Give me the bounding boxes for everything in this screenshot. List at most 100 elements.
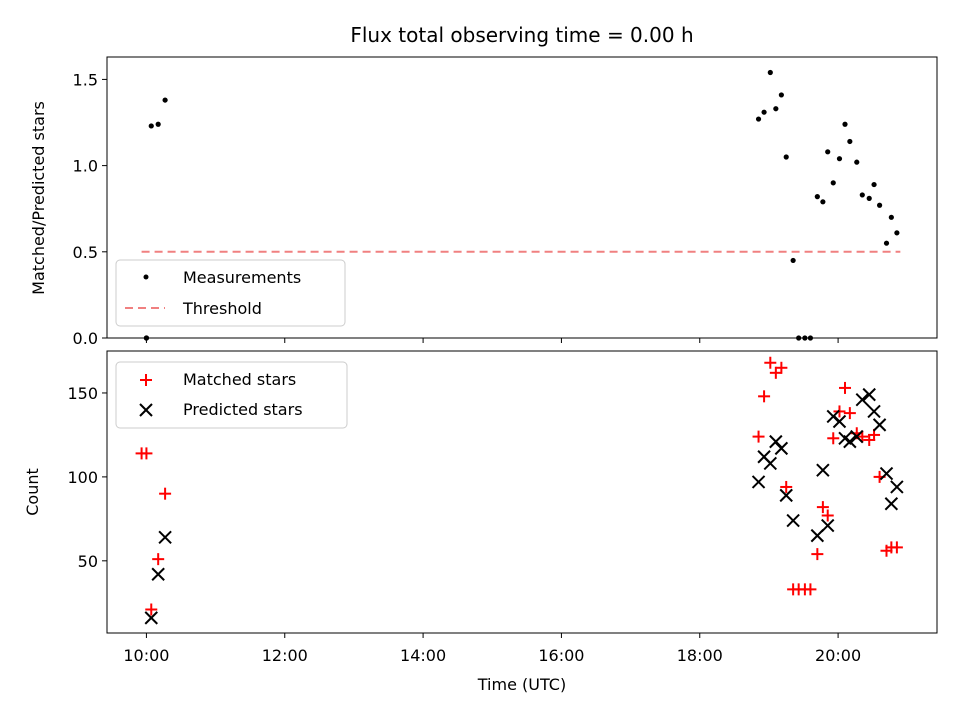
bottom-y-axis-label: Count: [23, 468, 42, 516]
matched-star-point: [843, 407, 856, 420]
predicted-star-point: [832, 414, 847, 429]
predicted-cross-b: [890, 480, 904, 494]
matched-star-point: [775, 361, 788, 374]
predicted-star-point: [763, 456, 778, 471]
bottom-x-ticks: 10:00 12:00 14:00 16:00 18:00 20:00: [123, 633, 861, 665]
measurement-point: [836, 156, 843, 162]
predicted-star-point: [810, 528, 825, 543]
measurement-point: [767, 69, 773, 76]
matched-star-point: [839, 381, 852, 394]
predicted-cross-b: [751, 475, 766, 489]
predicted-star-point: [867, 404, 881, 419]
legend-predicted-marker: [139, 403, 153, 417]
measurement-point: [894, 230, 900, 236]
top-legend-box: [115, 259, 346, 327]
measurement-point: [155, 121, 161, 127]
predicted-star-point: [144, 611, 158, 625]
predicted-cross-b: [144, 611, 158, 625]
top-y-tick-label: 1.5: [73, 70, 98, 89]
legend-measurements-label: Measurements: [183, 268, 301, 287]
bottom-x-tick-label: 18:00: [677, 646, 723, 665]
measurement-point: [783, 154, 789, 160]
measurement-point: [866, 195, 872, 201]
predicted-cross-b: [838, 431, 852, 445]
predicted-cross-b: [757, 450, 771, 464]
matched-star-point: [145, 603, 158, 616]
predicted-cross-b: [821, 518, 835, 533]
predicted-star-point: [884, 497, 899, 511]
top-y-tick-label: 0.0: [73, 329, 98, 348]
measurement-point: [778, 92, 784, 98]
chart-title: Flux total observing time = 0.00 h: [350, 23, 693, 47]
predicted-star-point: [872, 418, 887, 432]
predicted-star-point: [158, 530, 172, 545]
bottom-y-tick-label: 50: [78, 552, 98, 571]
matched-star-point: [769, 366, 782, 379]
bottom-x-tick-label: 20:00: [815, 646, 861, 665]
bottom-y-tick-label: 100: [67, 468, 98, 487]
top-legend: Measurements Threshold: [115, 259, 346, 327]
measurement-point: [888, 214, 894, 220]
measurement-point: [761, 109, 767, 115]
bottom-plot-marks: [135, 356, 904, 625]
measurement-point: [883, 240, 890, 246]
measurement-point: [825, 149, 831, 155]
bottom-y-tick-label: 150: [67, 384, 98, 403]
matched-star-point: [159, 487, 172, 500]
matched-star-point: [752, 430, 765, 443]
measurement-point: [871, 181, 877, 188]
predicted-cross-b: [884, 497, 899, 511]
bottom-x-tick-label: 16:00: [538, 646, 584, 665]
measurement-point: [842, 121, 848, 127]
predicted-star-point: [890, 480, 904, 494]
bottom-legend: Matched stars Predicted stars: [115, 361, 348, 429]
predicted-cross-b: [850, 429, 864, 444]
predicted-cross-b: [862, 387, 876, 402]
predicted-star-point: [843, 434, 857, 449]
top-plot-marks: [141, 69, 901, 341]
matched-star-point: [821, 509, 834, 522]
measurement-point: [814, 194, 820, 200]
predicted-cross-b: [810, 528, 825, 543]
matched-star-point: [827, 432, 840, 445]
matched-star-point: [804, 583, 817, 596]
bottom-legend-box: [115, 361, 348, 429]
legend-threshold-label: Threshold: [182, 299, 262, 318]
x-axis-label: Time (UTC): [477, 675, 566, 694]
top-y-ticks: 0.0 0.5 1.0 1.5: [73, 70, 107, 348]
predicted-star-point: [779, 488, 793, 503]
predicted-cross-b: [855, 392, 870, 407]
bottom-axes-frame: [106, 350, 938, 634]
predicted-cross-b: [832, 414, 847, 429]
predicted-star-point: [786, 513, 800, 528]
predicted-star-point: [855, 392, 870, 407]
matched-star-point: [152, 553, 165, 566]
matched-star-point: [140, 447, 153, 460]
matched-star-point: [811, 548, 824, 561]
predicted-star-point: [816, 463, 830, 477]
predicted-cross-b: [872, 418, 887, 432]
predicted-star-point: [151, 567, 165, 581]
legend-measurements-marker: [143, 274, 149, 280]
predicted-cross-b: [769, 434, 783, 449]
predicted-cross-b: [779, 488, 793, 503]
matched-star-point: [764, 356, 777, 369]
top-axes-frame: [106, 56, 938, 339]
predicted-cross-b: [786, 513, 800, 528]
bottom-x-tick-label: 12:00: [262, 646, 308, 665]
bottom-y-ticks: 50 100 150: [67, 384, 107, 571]
legend-predicted-label: Predicted stars: [183, 400, 303, 419]
predicted-star-point: [879, 466, 894, 481]
legend-matched-marker: [140, 374, 152, 386]
predicted-cross-b: [774, 441, 789, 456]
matched-star-point: [758, 390, 771, 403]
legend-matched-label: Matched stars: [183, 370, 296, 389]
predicted-star-point: [751, 475, 766, 489]
measurement-point: [859, 192, 865, 198]
predicted-cross-b: [151, 567, 165, 581]
predicted-star-point: [774, 441, 789, 456]
measurement-point: [820, 199, 826, 205]
